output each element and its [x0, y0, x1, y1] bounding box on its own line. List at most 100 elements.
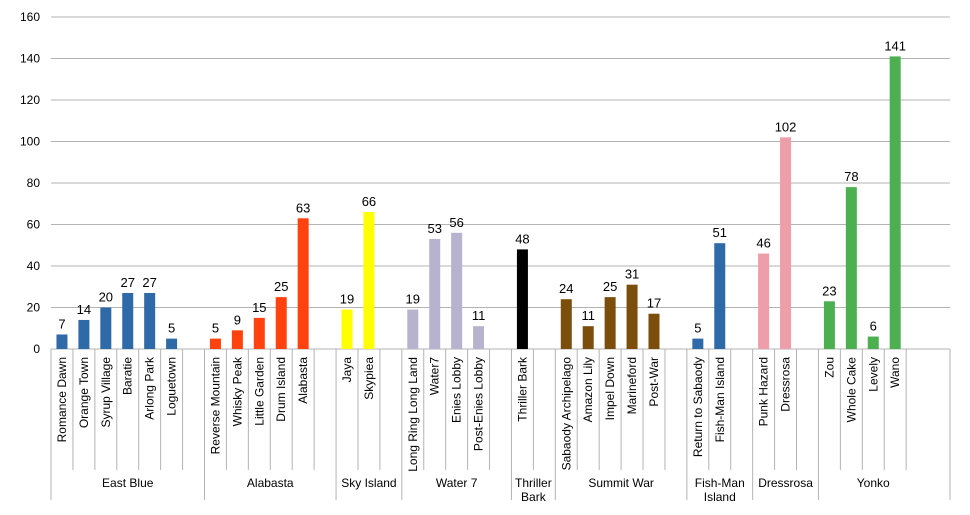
category-label: Sabaody Archipelago	[559, 357, 573, 471]
bar	[166, 338, 178, 349]
data-label: 7	[58, 316, 65, 331]
data-label: 25	[603, 279, 617, 294]
data-label: 5	[694, 321, 701, 336]
category-label: Fish-Man Island	[713, 357, 727, 442]
gridlines	[51, 16, 950, 350]
category-label: Water7	[428, 357, 442, 396]
category-label: Enies Lobby	[450, 357, 464, 423]
y-tick-label: 40	[27, 259, 41, 273]
bar	[407, 309, 419, 349]
bar	[604, 297, 616, 349]
y-tick-label: 120	[20, 93, 40, 107]
y-axis-ticks: 0 20 40 60 80 100 120 140 160	[20, 10, 40, 356]
data-label: 51	[713, 225, 727, 240]
y-tick-label: 80	[27, 176, 41, 190]
bar	[714, 243, 726, 349]
bar	[867, 336, 879, 349]
bar	[473, 326, 485, 349]
category-label: Orange Town	[77, 357, 91, 428]
bar	[889, 56, 901, 350]
group-label: Water 7	[436, 476, 478, 490]
category-label: Whisky Peak	[230, 356, 244, 426]
category-label: Zou	[822, 357, 836, 378]
category-label: Syrup Village	[99, 357, 113, 428]
category-label: Post-Enies Lobby	[472, 357, 486, 451]
y-tick-label: 100	[20, 135, 40, 149]
bar	[122, 292, 134, 349]
data-label: 66	[362, 194, 376, 209]
bar	[275, 297, 287, 349]
data-label: 56	[449, 215, 463, 230]
group-label: Thriller	[515, 476, 552, 490]
group-label: Alabasta	[247, 476, 294, 490]
bar	[363, 212, 375, 349]
data-label: 19	[406, 292, 420, 307]
bar	[144, 292, 156, 349]
bar	[758, 253, 770, 349]
bar	[209, 338, 221, 349]
data-label: 141	[884, 38, 906, 53]
data-label: 11	[581, 308, 595, 323]
category-label: Arlong Park	[143, 356, 157, 420]
bar	[297, 218, 309, 349]
data-label: 11	[472, 308, 486, 323]
data-label: 25	[274, 279, 288, 294]
category-label: Wano	[888, 357, 902, 388]
group-label: East Blue	[102, 476, 154, 490]
bar	[56, 334, 68, 349]
data-label: 27	[142, 275, 156, 290]
group-label: Summit War	[588, 476, 654, 490]
data-label: 20	[99, 290, 113, 305]
group-label: Yonko	[857, 476, 890, 490]
y-tick-label: 140	[20, 52, 40, 66]
category-label: Alabasta	[296, 357, 310, 404]
category-label: Romance Dawn	[55, 357, 69, 442]
data-label: 63	[296, 200, 310, 215]
data-label: 53	[427, 221, 441, 236]
bar	[451, 232, 463, 349]
data-label: 31	[625, 267, 639, 282]
bar	[78, 319, 90, 349]
category-label: Loguetown	[165, 357, 179, 416]
category-label: Levely	[866, 357, 880, 392]
data-label: 102	[775, 119, 797, 134]
category-label: Dressrosa	[779, 357, 793, 412]
category-label: Reverse Mountain	[208, 357, 222, 454]
data-label: 24	[559, 281, 573, 296]
category-label: Baratie	[121, 357, 135, 395]
y-tick-label: 160	[20, 10, 40, 24]
bar	[692, 338, 704, 349]
data-label: 27	[121, 275, 135, 290]
category-label: Post-War	[647, 357, 661, 407]
category-label: Amazon Lily	[581, 357, 595, 422]
category-label: Whole Cake	[844, 357, 858, 423]
data-label: 78	[844, 169, 858, 184]
data-label: 5	[168, 321, 175, 336]
bar	[780, 137, 792, 349]
bar	[626, 284, 638, 349]
bar	[341, 309, 353, 349]
bar	[231, 330, 243, 349]
category-label: Long Ring Long Land	[406, 357, 420, 472]
category-label: Skypiea	[362, 357, 376, 400]
bar	[100, 307, 112, 349]
category-label: Jaya	[340, 357, 354, 383]
category-label: Return to Sabaody	[691, 357, 705, 457]
bar	[253, 317, 265, 349]
category-label: Impel Down	[603, 357, 617, 420]
data-label: 14	[77, 302, 91, 317]
y-tick-label: 20	[27, 301, 41, 315]
data-label: 17	[647, 296, 661, 311]
data-label: 23	[822, 283, 836, 298]
group-label: Island	[704, 490, 736, 504]
bar	[516, 249, 528, 349]
group-label: Dressrosa	[758, 476, 813, 490]
group-label: Bark	[521, 490, 547, 504]
bar	[560, 299, 572, 349]
category-label: Drum Island	[274, 357, 288, 422]
data-label: 19	[340, 292, 354, 307]
y-tick-label: 0	[33, 342, 40, 356]
y-tick-label: 60	[27, 218, 41, 232]
